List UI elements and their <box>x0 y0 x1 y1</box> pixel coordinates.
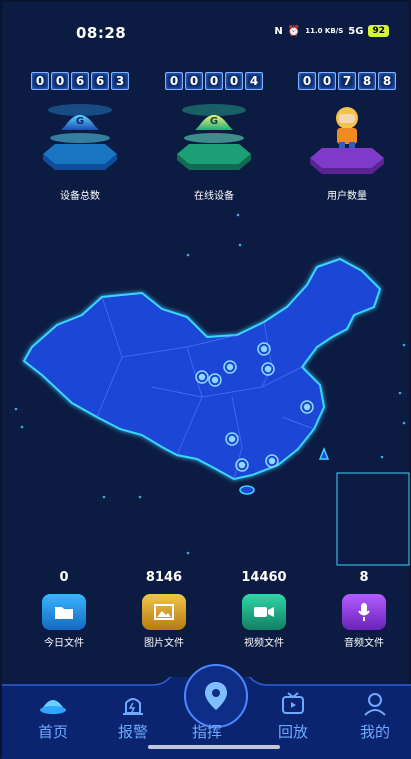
tab-label: 回放 <box>277 723 308 741</box>
counter-digit: 0 <box>31 72 49 90</box>
device-markers <box>195 342 314 472</box>
tab-command-map-pin[interactable] <box>184 664 248 728</box>
svg-text:G: G <box>76 116 84 127</box>
counter-digit: 8 <box>358 72 376 90</box>
svg-text:G: G <box>210 116 218 127</box>
counter-digit: 0 <box>298 72 316 90</box>
stat-online-devices[interactable]: 0 0 0 0 4 G 在线设备 <box>159 72 269 202</box>
alarm-clock-icon: ⏰ <box>287 25 301 37</box>
tab-home[interactable]: 首页 <box>18 677 88 747</box>
signal-icon: 5G <box>348 25 364 37</box>
kpi-value: 0 <box>59 570 69 585</box>
image-icon <box>142 594 186 630</box>
stat-label: 设备总数 <box>60 191 100 202</box>
tab-label: 首页 <box>37 723 68 741</box>
counter-digit: 0 <box>185 72 203 90</box>
tab-command[interactable]: 指挥 <box>172 677 242 747</box>
counter-digit: 6 <box>91 72 109 90</box>
hainan-island <box>239 485 255 495</box>
counter-digit: 7 <box>338 72 356 90</box>
south-sea-inset <box>336 472 410 566</box>
tab-label: 报警 <box>117 723 148 741</box>
helmet-icon: G <box>43 104 117 170</box>
nfc-icon: N <box>274 25 283 37</box>
video-camera-icon <box>242 594 286 630</box>
status-bar: 08:28 N ⏰ 11.0 KB/S 5G 92 <box>2 2 411 62</box>
user-icon <box>360 689 390 719</box>
counter-digit: 0 <box>51 72 69 90</box>
map-land <box>22 257 382 481</box>
microphone-icon <box>342 594 386 630</box>
counter-digit: 6 <box>71 72 89 90</box>
stat-total-devices[interactable]: 0 0 6 6 3 G 设备总数 <box>25 72 135 202</box>
tv-play-icon <box>278 689 308 719</box>
network-speed: 11.0 KB/S <box>305 27 344 35</box>
kpi-label: 今日文件 <box>44 638 84 649</box>
tab-profile[interactable]: 我的 <box>340 677 410 747</box>
kpi-audio-files[interactable]: 8 音频文件 <box>324 570 404 649</box>
stat-counter: 0 0 7 8 8 <box>292 72 402 90</box>
kpi-label: 视频文件 <box>244 638 284 649</box>
helmet-icon: G <box>177 104 251 170</box>
helmet-home-icon <box>38 689 68 719</box>
tab-playback[interactable]: 回放 <box>258 677 328 747</box>
stat-counter: 0 0 0 0 4 <box>159 72 269 90</box>
counter-digit: 0 <box>165 72 183 90</box>
alarm-light-icon <box>118 689 148 719</box>
counter-digit: 3 <box>111 72 129 90</box>
counter-digit: 4 <box>245 72 263 90</box>
stat-label: 在线设备 <box>194 191 234 202</box>
kpi-label: 音频文件 <box>344 638 384 649</box>
stat-label: 用户数量 <box>327 191 367 202</box>
kpi-video-files[interactable]: 14460 视频文件 <box>224 570 304 649</box>
battery-icon: 92 <box>368 25 389 37</box>
worker-figure-icon <box>310 107 384 174</box>
taiwan-island <box>318 446 330 460</box>
folder-icon <box>42 594 86 630</box>
home-indicator[interactable] <box>148 745 280 749</box>
status-icons: N ⏰ 11.0 KB/S 5G 92 <box>274 25 389 37</box>
counter-digit: 0 <box>205 72 223 90</box>
kpi-label: 图片文件 <box>144 638 184 649</box>
tab-alarm[interactable]: 报警 <box>98 677 168 747</box>
kpi-value: 8146 <box>145 570 183 585</box>
stat-counter: 0 0 6 6 3 <box>25 72 135 90</box>
status-time: 08:28 <box>76 24 127 42</box>
counter-digit: 0 <box>225 72 243 90</box>
counter-digit: 8 <box>378 72 396 90</box>
kpi-image-files[interactable]: 8146 图片文件 <box>124 570 204 649</box>
map-dots <box>14 213 406 555</box>
map-pin-icon <box>205 682 227 710</box>
kpi-value: 14460 <box>241 570 287 585</box>
china-map[interactable] <box>2 197 411 577</box>
tab-label: 指挥 <box>191 723 222 741</box>
counter-digit: 0 <box>318 72 336 90</box>
stat-user-count[interactable]: 0 0 7 8 8 用户数量 <box>292 72 402 202</box>
kpi-value: 8 <box>359 570 369 585</box>
kpi-today-files[interactable]: 0 今日文件 <box>24 570 104 649</box>
tab-label: 我的 <box>359 723 390 741</box>
province-borders <box>96 296 315 480</box>
